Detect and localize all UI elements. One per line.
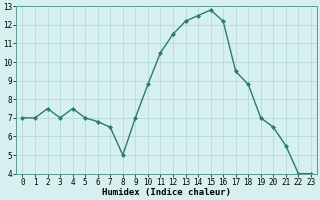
X-axis label: Humidex (Indice chaleur): Humidex (Indice chaleur) [102,188,231,197]
